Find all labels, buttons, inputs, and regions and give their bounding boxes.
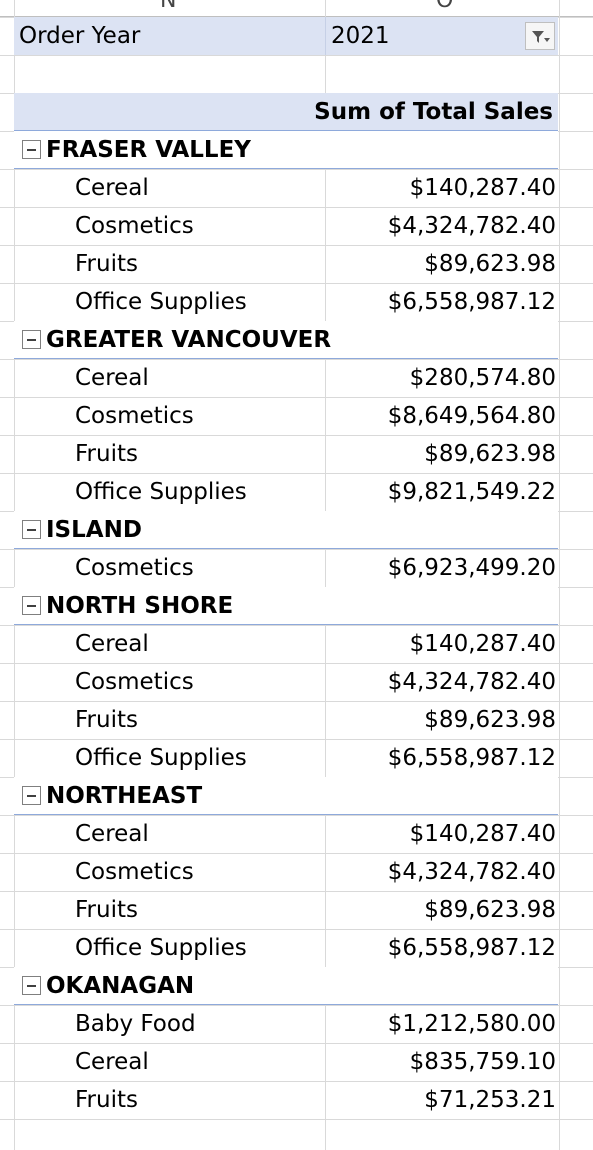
item-value[interactable]: $140,287.40 bbox=[409, 175, 556, 201]
gridline bbox=[0, 739, 593, 740]
item-label[interactable]: Cosmetics bbox=[75, 669, 194, 695]
item-label[interactable]: Fruits bbox=[75, 1087, 138, 1113]
item-value[interactable]: $4,324,782.40 bbox=[387, 669, 556, 695]
group-row[interactable]: OKANAGAN bbox=[14, 967, 558, 1005]
item-label[interactable]: Cosmetics bbox=[75, 555, 194, 581]
collapse-minus-icon[interactable] bbox=[22, 520, 41, 539]
gridline bbox=[0, 359, 593, 360]
item-label[interactable]: Baby Food bbox=[75, 1011, 196, 1037]
gridline bbox=[0, 435, 593, 436]
group-row[interactable]: NORTH SHORE bbox=[14, 587, 558, 625]
item-value[interactable]: $89,623.98 bbox=[424, 707, 556, 733]
gridline bbox=[14, 0, 15, 1150]
gridline bbox=[0, 1005, 593, 1006]
gridline bbox=[559, 0, 560, 1150]
collapse-minus-icon[interactable] bbox=[22, 976, 41, 995]
item-value[interactable]: $71,253.21 bbox=[424, 1087, 556, 1113]
gridline bbox=[0, 549, 593, 550]
gridline bbox=[0, 853, 593, 854]
item-label[interactable]: Fruits bbox=[75, 251, 138, 277]
item-value[interactable]: $140,287.40 bbox=[409, 821, 556, 847]
item-label[interactable]: Office Supplies bbox=[75, 289, 247, 315]
sum-of-total-sales-header[interactable]: Sum of Total Sales bbox=[314, 99, 553, 125]
group-row[interactable]: GREATER VANCOUVER bbox=[14, 321, 558, 359]
collapse-minus-icon[interactable] bbox=[22, 596, 41, 615]
item-label[interactable]: Cosmetics bbox=[75, 859, 194, 885]
group-label[interactable]: FRASER VALLEY bbox=[46, 137, 251, 163]
item-value[interactable]: $89,623.98 bbox=[424, 251, 556, 277]
group-row[interactable]: NORTHEAST bbox=[14, 777, 558, 815]
item-label[interactable]: Cereal bbox=[75, 1049, 149, 1075]
filter-field-value[interactable]: 2021 bbox=[331, 23, 390, 49]
gridline bbox=[0, 207, 593, 208]
group-row[interactable]: ISLAND bbox=[14, 511, 558, 549]
group-label[interactable]: ISLAND bbox=[46, 517, 142, 543]
item-value[interactable]: $8,649,564.80 bbox=[387, 403, 556, 429]
pivot-header-row bbox=[14, 93, 558, 131]
item-label[interactable]: Office Supplies bbox=[75, 745, 247, 771]
item-label[interactable]: Fruits bbox=[75, 707, 138, 733]
item-label[interactable]: Office Supplies bbox=[75, 935, 247, 961]
item-value[interactable]: $835,759.10 bbox=[409, 1049, 556, 1075]
filter-divider bbox=[325, 17, 326, 55]
item-value[interactable]: $6,923,499.20 bbox=[387, 555, 556, 581]
item-label[interactable]: Fruits bbox=[75, 441, 138, 467]
group-label[interactable]: GREATER VANCOUVER bbox=[46, 327, 332, 353]
filter-dropdown-icon bbox=[532, 31, 550, 43]
column-header-o[interactable]: O bbox=[436, 0, 454, 13]
gridline bbox=[0, 891, 593, 892]
item-label[interactable]: Fruits bbox=[75, 897, 138, 923]
gridline bbox=[0, 815, 593, 816]
report-filter-row bbox=[14, 17, 558, 55]
gridline bbox=[0, 1043, 593, 1044]
gridline bbox=[325, 0, 326, 1150]
item-label[interactable]: Cereal bbox=[75, 631, 149, 657]
column-header-strip[interactable]: N O bbox=[0, 0, 593, 17]
column-header-n[interactable]: N bbox=[160, 0, 177, 13]
gridline bbox=[0, 1119, 593, 1120]
item-label[interactable]: Cereal bbox=[75, 821, 149, 847]
item-value[interactable]: $6,558,987.12 bbox=[387, 289, 556, 315]
item-value[interactable]: $9,821,549.22 bbox=[387, 479, 556, 505]
group-label[interactable]: NORTHEAST bbox=[46, 783, 203, 809]
item-value[interactable]: $6,558,987.12 bbox=[387, 935, 556, 961]
gridline bbox=[0, 1081, 593, 1082]
gridline bbox=[0, 473, 593, 474]
item-value[interactable]: $6,558,987.12 bbox=[387, 745, 556, 771]
gridline bbox=[0, 397, 593, 398]
collapse-minus-icon[interactable] bbox=[22, 330, 41, 349]
item-value[interactable]: $89,623.98 bbox=[424, 897, 556, 923]
item-value[interactable]: $1,212,580.00 bbox=[387, 1011, 556, 1037]
gridline bbox=[0, 169, 593, 170]
group-row[interactable]: FRASER VALLEY bbox=[14, 131, 558, 169]
collapse-minus-icon[interactable] bbox=[22, 140, 41, 159]
gridline bbox=[0, 625, 593, 626]
item-value[interactable]: $140,287.40 bbox=[409, 631, 556, 657]
item-label[interactable]: Cereal bbox=[75, 365, 149, 391]
gridline bbox=[0, 245, 593, 246]
group-label[interactable]: NORTH SHORE bbox=[46, 593, 234, 619]
gridline bbox=[0, 283, 593, 284]
filter-dropdown-button[interactable] bbox=[525, 22, 555, 50]
collapse-minus-icon[interactable] bbox=[22, 786, 41, 805]
gridline bbox=[0, 55, 593, 56]
item-label[interactable]: Cereal bbox=[75, 175, 149, 201]
item-value[interactable]: $89,623.98 bbox=[424, 441, 556, 467]
item-label[interactable]: Cosmetics bbox=[75, 403, 194, 429]
gridline bbox=[0, 663, 593, 664]
item-label[interactable]: Cosmetics bbox=[75, 213, 194, 239]
gridline bbox=[0, 701, 593, 702]
gridline bbox=[0, 929, 593, 930]
filter-field-label: Order Year bbox=[19, 23, 141, 49]
item-value[interactable]: $280,574.80 bbox=[409, 365, 556, 391]
item-value[interactable]: $4,324,782.40 bbox=[387, 859, 556, 885]
item-value[interactable]: $4,324,782.40 bbox=[387, 213, 556, 239]
item-label[interactable]: Office Supplies bbox=[75, 479, 247, 505]
group-label[interactable]: OKANAGAN bbox=[46, 973, 195, 999]
